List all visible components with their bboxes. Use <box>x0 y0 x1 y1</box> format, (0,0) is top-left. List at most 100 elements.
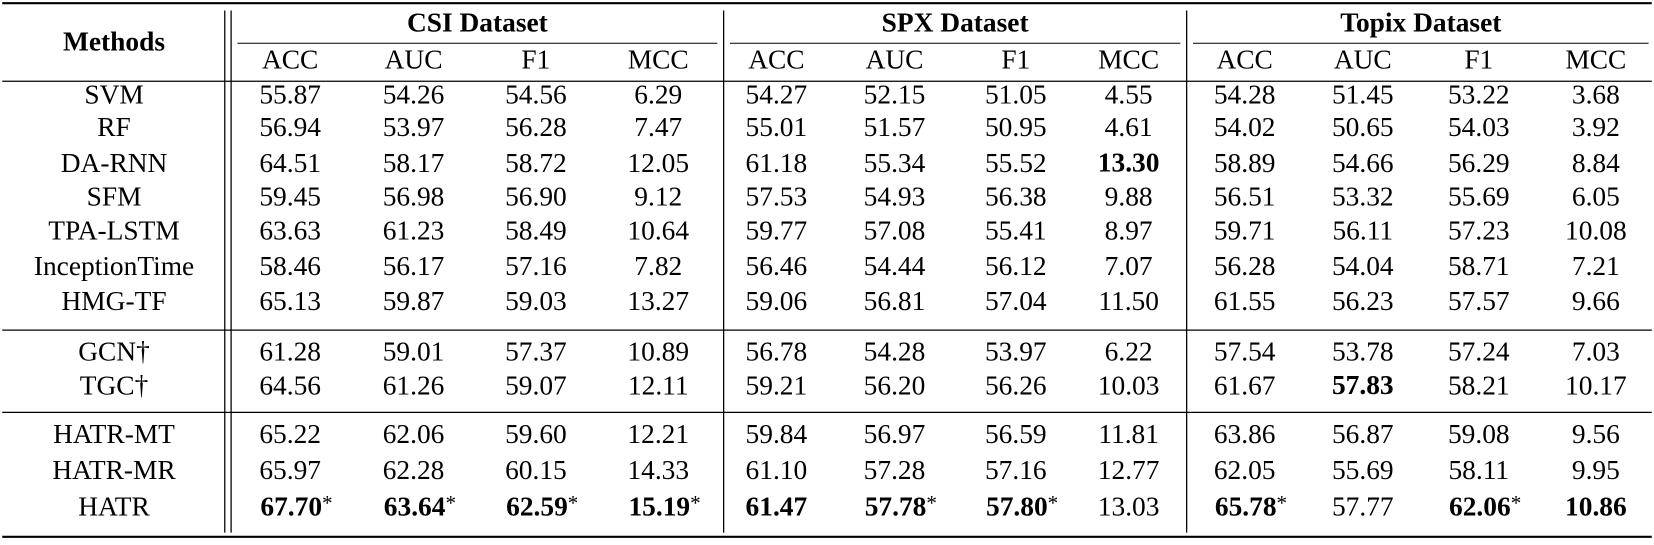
cell-number: 10.86 <box>1565 492 1627 522</box>
cell-value: 56.81 <box>864 286 926 316</box>
cell-value: 58.17 <box>383 148 445 178</box>
cell-value: 62.06 <box>383 419 445 449</box>
cell-value: 10.03 <box>1098 370 1160 400</box>
cell-value: 9.12 <box>634 182 682 212</box>
cell-value: 7.21 <box>1572 251 1620 281</box>
cell-value: 57.16 <box>505 251 567 281</box>
metric-header: ACC <box>1216 45 1272 75</box>
cell-number: 61.47 <box>746 492 808 522</box>
cell-value: 56.51 <box>1214 182 1276 212</box>
significance-mark: * <box>322 491 333 515</box>
method-name: HATR <box>78 492 150 522</box>
cell-value: 58.11 <box>1448 455 1509 485</box>
cell-value: 53.32 <box>1332 182 1394 212</box>
cell-value: 62.06* <box>1449 491 1521 522</box>
cell-value: 4.55 <box>1105 79 1153 109</box>
cell-value: 8.84 <box>1572 148 1620 178</box>
cell-value: 9.95 <box>1572 455 1620 485</box>
cell-value: 62.28 <box>383 455 445 485</box>
cell-number: 63.64 <box>384 492 446 522</box>
cell-value: 57.57 <box>1448 286 1510 316</box>
cell-value: 10.64 <box>627 215 689 245</box>
cell-value: 57.08 <box>864 215 926 245</box>
cell-value: 51.57 <box>864 112 926 142</box>
cell-value: 56.87 <box>1332 419 1394 449</box>
metric-header: MCC <box>1565 45 1626 75</box>
cell-value: 64.56 <box>259 370 321 400</box>
cell-value: 65.22 <box>259 419 321 449</box>
cell-value: 11.81 <box>1098 419 1159 449</box>
cell-value: 55.69 <box>1332 455 1394 485</box>
cell-value: 61.10 <box>746 455 808 485</box>
cell-value: 54.02 <box>1214 112 1276 142</box>
cell-value: 54.56 <box>505 79 567 109</box>
cell-value: 59.07 <box>505 370 567 400</box>
cell-value: 57.23 <box>1448 215 1510 245</box>
cell-value: 54.28 <box>1214 79 1276 109</box>
cell-value: 59.21 <box>746 370 808 400</box>
cell-value: 59.87 <box>383 286 445 316</box>
cell-value: 61.23 <box>383 215 445 245</box>
cell-value: 63.63 <box>259 215 321 245</box>
cell-value: 57.04 <box>985 286 1047 316</box>
group-title: Topix Dataset <box>1340 8 1501 38</box>
cell-value: 12.21 <box>627 419 689 449</box>
cell-value: 56.98 <box>383 182 445 212</box>
cell-value: 13.30 <box>1098 148 1160 178</box>
cell-value: 58.21 <box>1448 370 1510 400</box>
cell-value: 9.56 <box>1572 419 1620 449</box>
cell-value: 56.26 <box>985 370 1047 400</box>
cell-value: 61.28 <box>259 337 321 367</box>
cell-number: 57.78 <box>865 492 927 522</box>
cell-value: 14.33 <box>627 455 689 485</box>
cell-value: 55.52 <box>985 148 1047 178</box>
metric-header: F1 <box>1001 45 1030 75</box>
cell-value: 62.59* <box>506 491 578 522</box>
cell-value: 54.93 <box>864 182 926 212</box>
cell-value: 65.78* <box>1215 491 1287 522</box>
cell-value: 7.82 <box>634 251 682 281</box>
cell-number: 57.83 <box>1332 370 1394 400</box>
cell-value: 59.06 <box>746 286 808 316</box>
cell-value: 57.28 <box>864 455 926 485</box>
cell-value: 56.28 <box>505 112 567 142</box>
cell-value: 60.15 <box>505 455 567 485</box>
significance-mark: * <box>926 491 937 515</box>
group-title: SPX Dataset <box>882 8 1029 38</box>
metric-header: MCC <box>628 45 689 75</box>
metric-header: AUC <box>866 45 924 75</box>
group-title: CSI Dataset <box>407 8 548 38</box>
cell-value: 56.90 <box>505 182 567 212</box>
cell-value: 56.29 <box>1448 148 1510 178</box>
cell-value: 58.71 <box>1448 251 1510 281</box>
cell-value: 59.03 <box>505 286 567 316</box>
cell-value: 53.22 <box>1448 79 1510 109</box>
cell-value: 56.20 <box>864 370 926 400</box>
metric-header: F1 <box>521 45 550 75</box>
cell-value: 62.05 <box>1214 455 1276 485</box>
method-name: InceptionTime <box>34 251 194 281</box>
metric-header: F1 <box>1464 45 1493 75</box>
cell-value: 59.08 <box>1448 419 1510 449</box>
cell-value: 57.16 <box>985 455 1047 485</box>
cell-value: 59.01 <box>383 337 445 367</box>
cell-value: 58.49 <box>505 215 567 245</box>
cell-value: 56.78 <box>746 337 808 367</box>
cell-value: 56.11 <box>1332 215 1393 245</box>
method-name: SFM <box>87 182 142 212</box>
cell-value: 56.28 <box>1214 251 1276 281</box>
metric-header: MCC <box>1098 45 1159 75</box>
cell-value: 58.89 <box>1214 148 1276 178</box>
cell-value: 51.05 <box>985 79 1047 109</box>
cell-value: 8.97 <box>1105 215 1153 245</box>
cell-value: 67.70* <box>260 491 332 522</box>
cell-value: 53.97 <box>383 112 445 142</box>
cell-value: 3.68 <box>1572 79 1620 109</box>
cell-value: 6.05 <box>1572 182 1620 212</box>
cell-value: 11.50 <box>1098 286 1159 316</box>
significance-mark: * <box>690 491 701 515</box>
cell-value: 57.80* <box>986 491 1058 522</box>
methods-header: Methods <box>63 27 165 57</box>
cell-value: 55.01 <box>746 112 808 142</box>
